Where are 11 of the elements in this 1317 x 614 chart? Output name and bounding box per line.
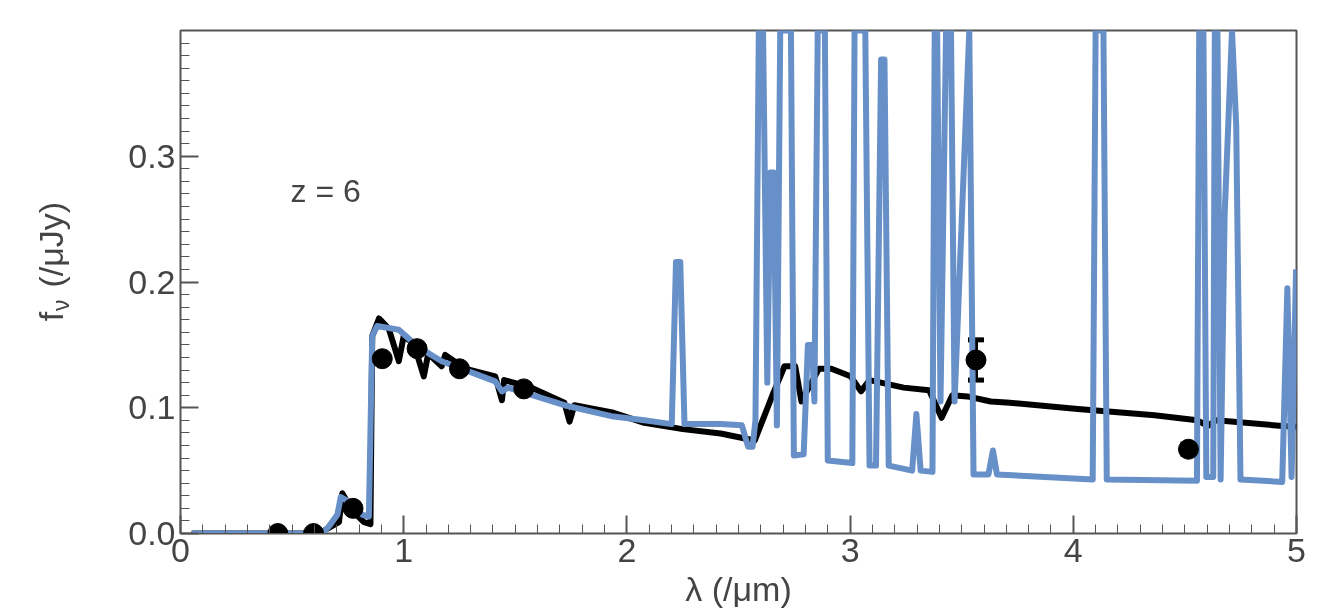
x-tick-label: 3 xyxy=(840,530,860,569)
y-tick-label: 0.1 xyxy=(128,388,176,427)
x-tick-label: 2 xyxy=(617,530,637,569)
y-tick-label: 0.3 xyxy=(128,136,176,175)
x-tick-label: 4 xyxy=(1063,530,1083,569)
x-axis-title: λ (/μm) xyxy=(685,569,792,608)
y-tick-label: 0.2 xyxy=(128,262,176,301)
annotation: z = 6 xyxy=(290,172,361,209)
y-axis-title: fν (/μJy) xyxy=(31,201,74,322)
x-tick-label: 5 xyxy=(1287,530,1306,569)
x-tick-label: 1 xyxy=(394,530,414,569)
